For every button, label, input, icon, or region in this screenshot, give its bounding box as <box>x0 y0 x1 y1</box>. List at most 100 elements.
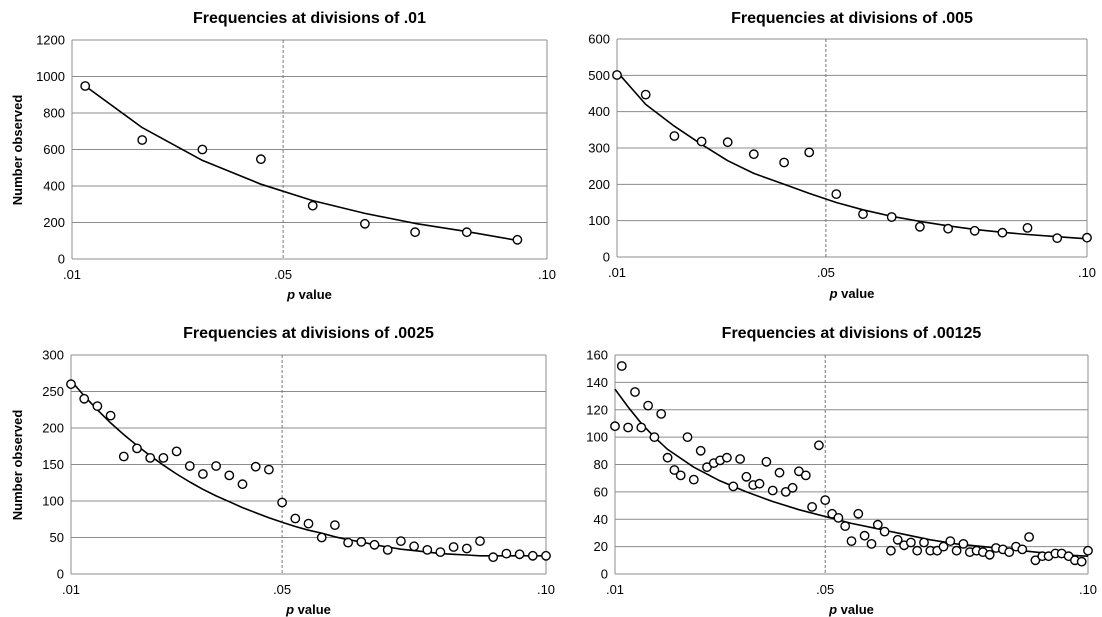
data-point <box>853 508 864 519</box>
data-point <box>728 481 739 492</box>
data-point <box>527 550 538 561</box>
data-point <box>132 443 142 454</box>
data-point <box>831 189 842 200</box>
data-point <box>316 532 327 543</box>
y-tick-label: 500 <box>588 68 610 83</box>
x-tick-label: .01 <box>606 582 624 597</box>
data-point <box>612 70 622 80</box>
y-tick-label: 600 <box>588 32 610 47</box>
data-point <box>886 212 897 222</box>
data-point <box>669 131 680 141</box>
data-point <box>640 89 651 100</box>
y-tick-label: 1000 <box>36 69 65 84</box>
y-tick-label: 160 <box>586 348 608 363</box>
data-point <box>969 225 980 236</box>
x-axis-label: p value <box>285 602 331 617</box>
data-point <box>919 537 929 548</box>
data-point <box>696 136 707 147</box>
data-point <box>501 548 512 559</box>
data-point <box>754 478 765 489</box>
data-point <box>879 526 890 537</box>
data-point <box>303 518 314 529</box>
y-axis-label: Number observed <box>10 410 25 521</box>
x-tick-label: .05 <box>274 267 292 282</box>
y-tick-label: 250 <box>42 384 64 399</box>
y-tick-label: 0 <box>58 252 65 267</box>
data-point <box>915 221 925 232</box>
data-point <box>722 137 733 148</box>
data-point <box>382 545 393 555</box>
data-point <box>512 234 523 245</box>
y-tick-label: 400 <box>588 104 610 119</box>
data-point <box>984 549 995 560</box>
data-point <box>722 452 732 463</box>
data-point <box>649 432 660 442</box>
data-point <box>105 410 116 421</box>
x-tick-label: .05 <box>816 582 834 597</box>
chart-panel-1: Frequencies at divisions of .01 0 200 400 60… <box>10 10 556 302</box>
data-point <box>779 157 789 168</box>
data-point <box>329 520 340 530</box>
data-point <box>79 393 90 404</box>
data-point <box>307 200 318 211</box>
data-point <box>475 536 485 546</box>
x-axis-label-rest: value <box>294 602 331 617</box>
y-tick-label: 0 <box>57 567 64 582</box>
data-point <box>623 422 633 433</box>
data-point <box>807 501 817 512</box>
data-point <box>461 543 472 554</box>
data-point <box>630 387 640 397</box>
data-point <box>662 452 673 463</box>
data-point <box>741 471 752 482</box>
data-point <box>688 474 699 485</box>
data-point <box>211 461 222 471</box>
y-tick-label: 200 <box>42 421 64 436</box>
y-axis-label: Number observed <box>10 95 25 206</box>
x-tick-label: .10 <box>1079 582 1097 597</box>
data-point <box>820 495 831 505</box>
y-tick-label: 300 <box>42 348 64 363</box>
data-point <box>224 470 235 481</box>
data-point <box>410 227 420 238</box>
data-point <box>656 408 667 419</box>
fit-curve <box>616 71 1088 240</box>
data-point <box>1004 547 1015 557</box>
data-point <box>255 154 266 165</box>
data-point <box>1030 555 1041 566</box>
y-tick-label: 80 <box>594 457 608 472</box>
data-point <box>748 149 759 160</box>
x-tick-label: .10 <box>538 267 556 282</box>
y-tick-label: 40 <box>594 512 608 527</box>
data-point <box>66 379 76 390</box>
y-tick-label: 150 <box>42 457 64 472</box>
data-point <box>1017 544 1028 555</box>
y-tick-label: 200 <box>43 215 65 230</box>
data-point <box>636 422 647 433</box>
data-point <box>912 545 923 556</box>
x-tick-label: .10 <box>537 582 555 597</box>
data-point <box>290 513 301 524</box>
data-point <box>137 135 148 145</box>
data-point <box>859 530 870 541</box>
fit-curve <box>84 85 518 242</box>
chart-panel-2: Frequencies at divisions of .005 0 100 200 3… <box>588 10 1096 301</box>
data-point <box>461 227 472 238</box>
data-point <box>846 536 857 546</box>
data-point <box>1082 232 1092 243</box>
data-point <box>514 549 525 560</box>
data-point <box>369 539 380 550</box>
fit-curve <box>70 380 546 557</box>
data-point <box>892 534 903 545</box>
data-point <box>356 537 367 547</box>
data-point <box>343 537 353 548</box>
chart-title: Frequencies at divisions of .00125 <box>722 325 982 342</box>
data-point <box>669 465 680 475</box>
x-tick-label: .05 <box>817 265 835 280</box>
data-point <box>695 445 706 456</box>
data-point <box>1024 532 1035 542</box>
y-tick-label: 100 <box>588 213 610 228</box>
y-tick-label: 120 <box>586 402 608 417</box>
x-axis-label-p: p <box>828 602 837 617</box>
data-point <box>422 545 433 555</box>
